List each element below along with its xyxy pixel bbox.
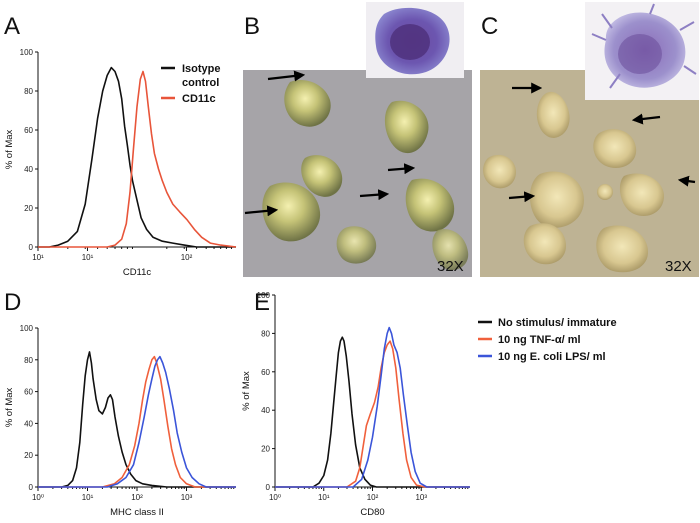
legend-a-isotype-line2: control (182, 77, 219, 89)
stain-inset-b (366, 2, 464, 78)
chart-a-ytick-label: 40 (24, 165, 33, 174)
panel-label-b: B (244, 13, 260, 40)
micrograph-c: 32X (480, 2, 699, 277)
cell-c-5 (597, 184, 613, 200)
chart-e-ytick-label: 0 (266, 483, 271, 492)
stain-inset-c (585, 2, 699, 100)
chart-a-xtick-label: 10² (181, 253, 193, 262)
legend-a-cd11c: CD11c (182, 93, 216, 105)
chart-e-xtick-label: 10¹ (318, 493, 330, 502)
chart-e-ytick-label: 20 (261, 445, 270, 454)
chart-a-ytick-label: 100 (20, 48, 34, 57)
chart-a-ytick-label: 0 (29, 243, 34, 252)
chart-d-ytick-label: 40 (24, 419, 33, 428)
chart-d-ytick-label: 0 (29, 483, 34, 492)
histogram-e: 0 20 40 60 80 100 10⁰ 10¹ 10² 10³ CD80 % of Max (241, 291, 470, 518)
chart-a-x-label: CD11c (123, 267, 152, 278)
chart-e-ytick-label: 100 (257, 291, 271, 300)
chart-d-xtick-label: 10³ (181, 493, 193, 502)
chart-d-series-no-stimulus-immature (38, 351, 236, 488)
chart-a-y-label: % of Max (4, 129, 15, 169)
chart-e-series-10-ng-tnf-ml (275, 340, 470, 488)
cell-c-2 (593, 129, 637, 168)
chart-a-xtick-label: 10¹ (32, 253, 44, 262)
chart-d-series-10-ng-tnf-ml (38, 355, 236, 488)
legend-a-isotype-line1: Isotype (182, 63, 221, 75)
cell-b-7 (432, 229, 469, 271)
chart-d-ytick-label: 60 (24, 388, 33, 397)
chart-d-ytick-label: 80 (24, 356, 33, 365)
cell-c-3 (483, 154, 516, 189)
chart-d-x-label: MHC class II (110, 507, 164, 518)
chart-a-series-isotype-control (38, 66, 236, 248)
chart-d-xtick-label: 10¹ (82, 493, 94, 502)
cell-b-3 (301, 155, 343, 197)
histogram-a: 0 20 40 60 80 100 10¹ 10¹ 10² CD11c % of Max (4, 48, 237, 278)
chart-e-xtick-label: 10⁰ (269, 493, 281, 502)
chart-d-xtick-label: 10⁰ (32, 493, 44, 502)
magnification-c: 32X (665, 258, 692, 275)
cell-c-4 (529, 171, 584, 228)
chart-d-ytick-label: 20 (24, 451, 33, 460)
chart-e-ytick-label: 60 (261, 368, 270, 377)
legend-de: No stimulus/ immature 10 ng TNF-α/ ml 10… (478, 317, 617, 363)
cell-c-6 (619, 173, 664, 216)
cell-b-2 (384, 100, 429, 154)
chart-e-series-no-stimulus-immature (275, 336, 470, 488)
arrow-icon (677, 175, 696, 187)
chart-e-y-label: % of Max (241, 371, 252, 411)
cell-b-1 (284, 80, 331, 127)
cell-c-1 (536, 91, 570, 138)
chart-e-x-label: CD80 (360, 507, 384, 518)
cell-b-5 (405, 178, 455, 232)
chart-a-ytick-label: 60 (24, 126, 33, 135)
chart-d-xtick-label: 10² (131, 493, 143, 502)
chart-d-series-10-ng-e-coli-lps-ml (38, 355, 236, 488)
chart-e-series-10-ng-e-coli-lps-ml (275, 326, 470, 488)
panel-label-a: A (4, 13, 20, 40)
magnification-b: 32X (437, 258, 464, 275)
chart-e-xtick-label: 10² (367, 493, 379, 502)
cell-c-8 (596, 225, 648, 273)
cell-b-4 (262, 182, 321, 242)
panel-label-c: C (481, 13, 498, 40)
micrograph-b: 32X (243, 2, 472, 277)
histogram-d: 0 20 40 60 80 100 10⁰ 10¹ 10² 10³ MHC class II % of… (4, 324, 236, 518)
arrow-icon (267, 70, 306, 82)
chart-d-ytick-label: 100 (20, 324, 34, 333)
legend-de-immature: No stimulus/ immature (498, 317, 617, 329)
legend-de-tnf: 10 ng TNF-α/ ml (498, 334, 581, 346)
cell-c-7 (523, 223, 566, 265)
chart-a-series-cd11c (38, 70, 237, 248)
panel-label-d: D (4, 289, 21, 316)
chart-a-xtick-label: 10¹ (82, 253, 94, 262)
chart-e-xtick-label: 10³ (415, 493, 427, 502)
arrow-icon (631, 113, 661, 125)
chart-e-ytick-label: 40 (261, 406, 270, 415)
micrograph-c-background (480, 70, 699, 277)
arrow-icon (387, 163, 416, 175)
arrow-icon (508, 191, 536, 203)
chart-a-ytick-label: 20 (24, 204, 33, 213)
cell-b-6 (336, 226, 377, 264)
arrow-icon (244, 205, 279, 217)
chart-d-y-label: % of Max (4, 387, 15, 427)
chart-e-ytick-label: 80 (261, 329, 270, 338)
legend-de-lps: 10 ng E. coli LPS/ ml (498, 351, 606, 363)
chart-a-ytick-label: 80 (24, 87, 33, 96)
legend-a: Isotype control CD11c (161, 63, 221, 105)
panel-label-e: E (254, 289, 270, 316)
arrow-icon (359, 189, 390, 201)
